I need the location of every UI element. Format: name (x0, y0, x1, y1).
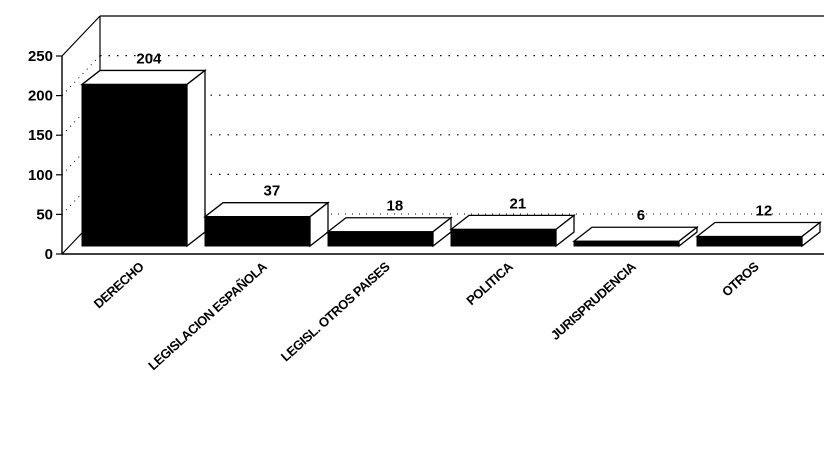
y-tick-label: 0 (45, 246, 53, 263)
y-tick-label: 200 (28, 88, 53, 105)
data-label: 204 (136, 50, 162, 67)
bar (450, 228, 557, 247)
bar-top-face (572, 226, 699, 242)
bar-top-face (326, 217, 453, 233)
y-tick-label: 250 (28, 48, 53, 65)
bar (696, 235, 803, 247)
category-label: OTROS (719, 259, 762, 300)
y-tick-label: 100 (28, 167, 53, 184)
category-label: DERECHO (91, 259, 147, 312)
data-label: 18 (387, 198, 404, 215)
bar (81, 83, 188, 247)
bar-top-face (695, 221, 822, 238)
y-axis-ticks: 0 50 100 150 200 250 (28, 48, 62, 263)
data-label: 6 (637, 207, 645, 224)
data-label: 37 (264, 183, 281, 200)
bar (204, 216, 311, 247)
category-label: JURISPRUDENCIA (548, 258, 640, 343)
bar-top-face (80, 69, 207, 86)
wall-top-edge (61, 15, 101, 57)
bar (327, 231, 434, 247)
category-label: POLITICA (463, 258, 516, 308)
y-tick-label: 50 (36, 206, 53, 223)
data-labels: 204 37 18 21 6 12 (136, 50, 772, 224)
category-label: LEGISLACION ESPAÑOLA (145, 258, 270, 373)
data-label: 21 (510, 195, 527, 212)
bar (573, 240, 680, 247)
category-label: LEGISL. OTROS PAISES (278, 259, 393, 365)
y-tick-label: 150 (28, 127, 53, 144)
bar-top-face (203, 202, 330, 218)
data-label: 12 (756, 202, 773, 219)
bar-top-face (449, 214, 576, 231)
bar-side-face (186, 69, 206, 248)
bars (80, 69, 822, 248)
chart-frame (61, 15, 824, 255)
